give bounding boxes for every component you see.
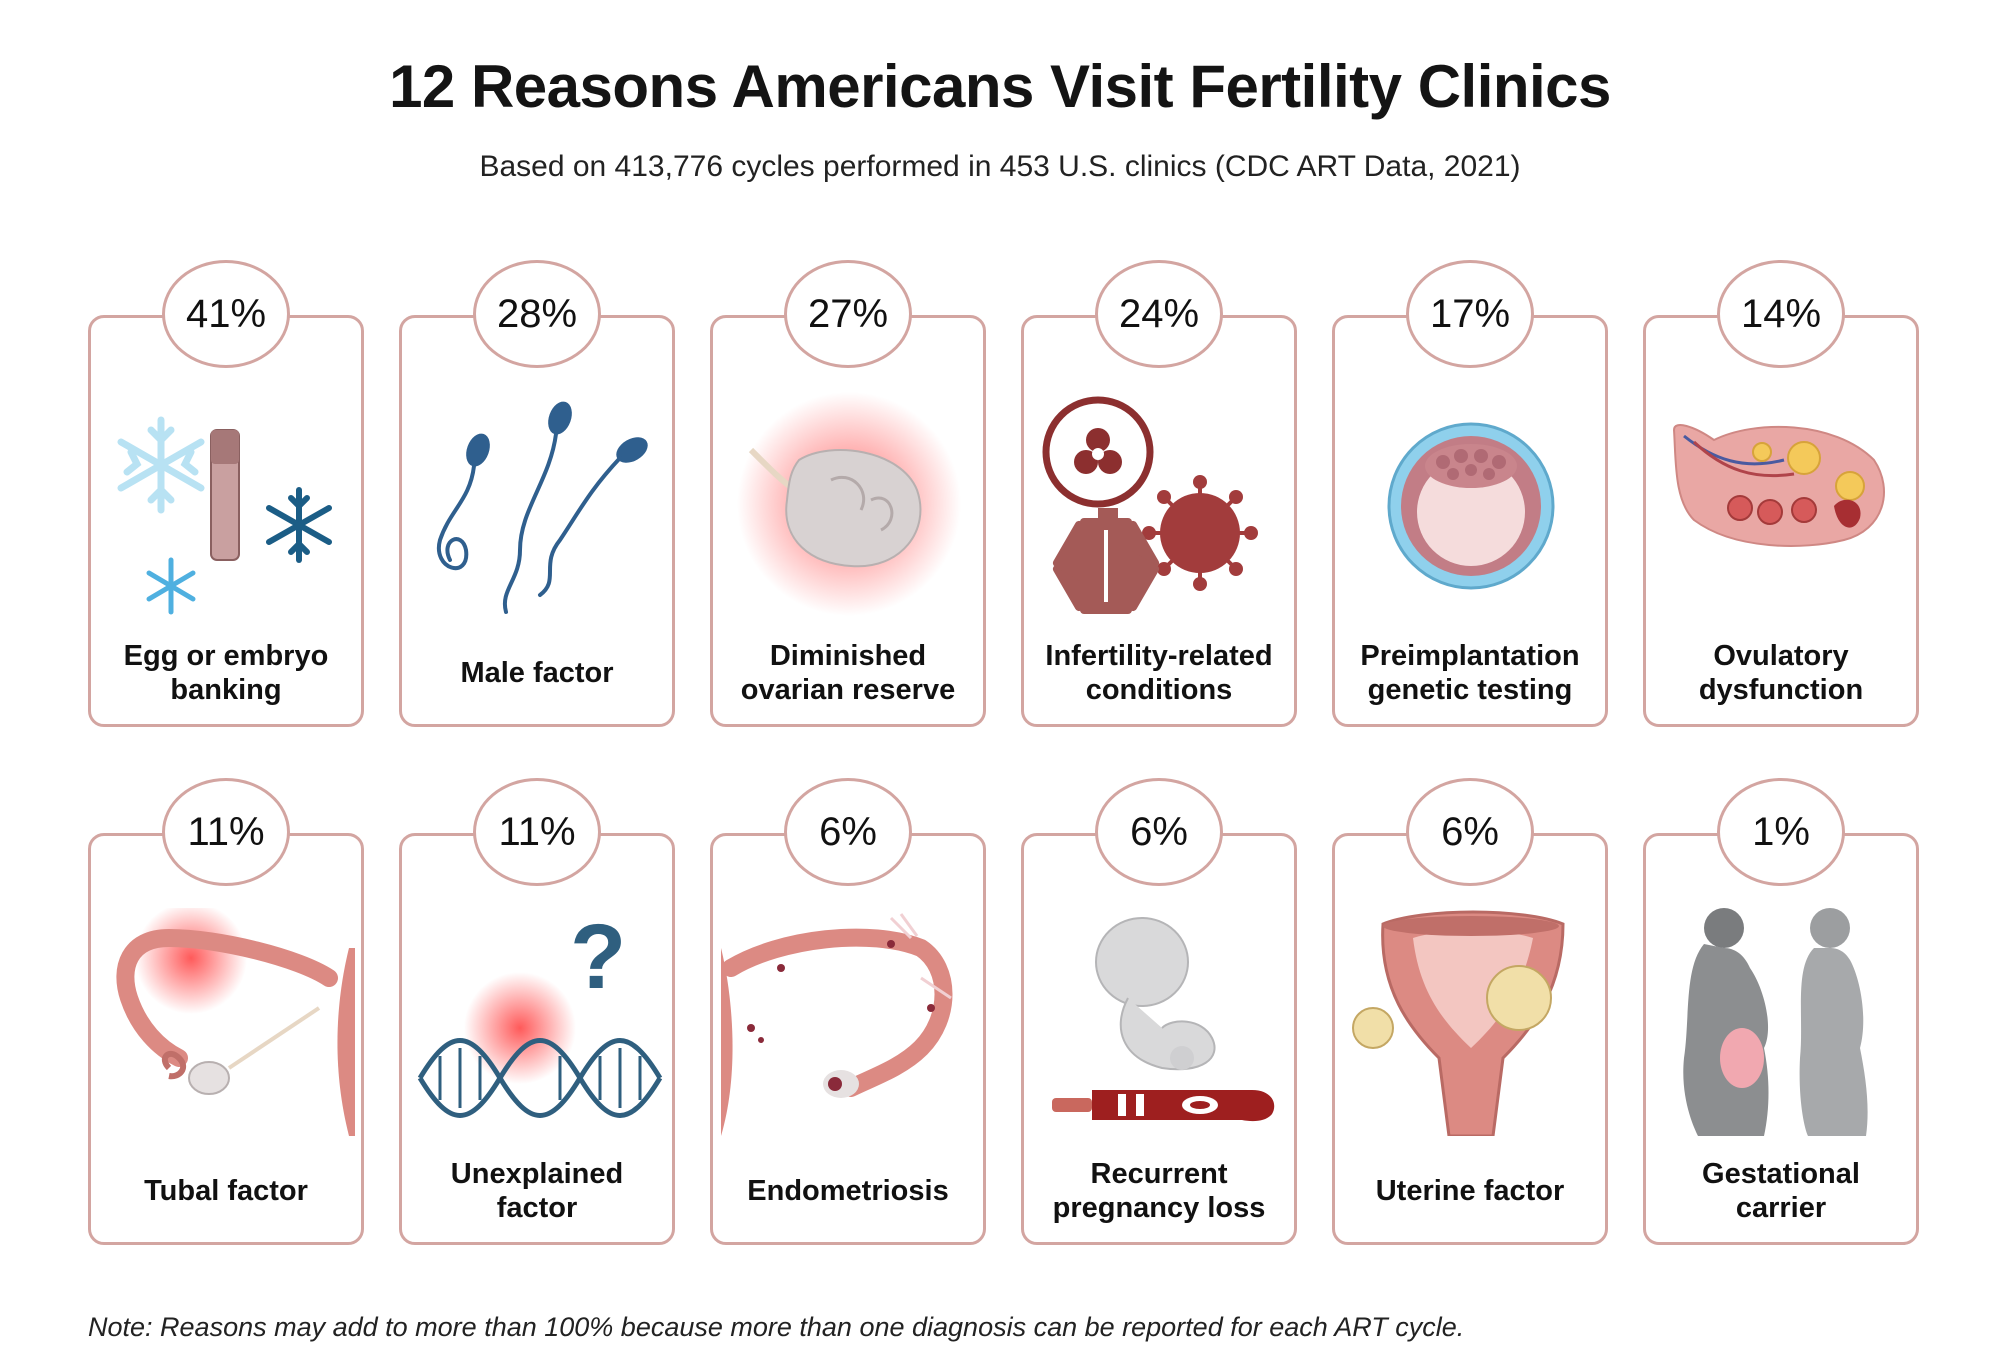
reason-label: Endometriosis [723, 1146, 973, 1236]
fallopian-tube-icon [116, 902, 355, 1136]
reason-label: Infertility-related conditions [1034, 628, 1284, 718]
percent-badge: 28% [473, 260, 601, 368]
reason-label-line: Preimplantation [1360, 640, 1580, 672]
blastocyst-icon [1387, 422, 1555, 590]
biohazard-virus-medical-icon [1042, 396, 1258, 614]
reason-label-line: Unexplained [450, 1158, 624, 1190]
illustration [99, 902, 355, 1136]
reason-label: Preimplantation genetic testing [1345, 628, 1595, 718]
reason-label: Tubal factor [101, 1146, 351, 1236]
uterus-icon [1352, 910, 1565, 1138]
reason-label: Unexplained factor [412, 1146, 662, 1236]
illustration [410, 390, 666, 618]
chart-title: 12 Reasons Americans Visit Fertility Cli… [389, 53, 1611, 120]
percent-badge: 11% [473, 778, 601, 886]
reason-label-line: dysfunction [1698, 674, 1864, 706]
percent-badge: 14% [1717, 260, 1845, 368]
percent-badge: 6% [784, 778, 912, 886]
fetus-test-icon [1052, 917, 1275, 1122]
illustration [1032, 390, 1288, 618]
reason-card: 27% Diminished ovarian reserve [710, 260, 986, 727]
chart-subtitle: Based on 413,776 cycles performed in 453… [479, 150, 1521, 183]
illustration [1343, 908, 1599, 1138]
percent-badge: 6% [1095, 778, 1223, 886]
sperm-icon [436, 401, 648, 614]
reason-label-line: banking [170, 674, 282, 706]
gestational-carrier-icon [1683, 908, 1868, 1136]
reason-label: Diminished ovarian reserve [723, 628, 973, 718]
illustration [721, 390, 977, 618]
reason-label: Gestational carrier [1656, 1146, 1906, 1236]
reason-label: Male factor [412, 628, 662, 718]
reason-card: 1% Gestational carrier [1643, 778, 1919, 1245]
percent-badge: 41% [162, 260, 290, 368]
reason-label-line: Uterine factor [1375, 1175, 1565, 1207]
percent-badge: 24% [1095, 260, 1223, 368]
reason-card: 11% ? Unexplained factor [399, 778, 675, 1245]
reason-label-line: conditions [1085, 674, 1233, 706]
percent-badge: 6% [1406, 778, 1534, 886]
ovary-follicles-icon [1672, 424, 1885, 547]
reason-label-line: Recurrent [1090, 1158, 1228, 1190]
percent-badge: 1% [1717, 778, 1845, 886]
dna-question-icon: ? [417, 906, 663, 1118]
reason-label-line: factor [496, 1192, 578, 1224]
percent-badge: 17% [1406, 260, 1534, 368]
illustration [721, 908, 977, 1136]
reason-card: 11% Tubal factor [88, 778, 364, 1245]
illustration [1654, 908, 1910, 1136]
illustration [99, 390, 355, 618]
endometriosis-icon [721, 913, 953, 1136]
reason-card: 6% Recurrent pregnancy loss [1021, 778, 1297, 1245]
reason-label-line: Egg or embryo [123, 640, 329, 672]
reason-label: Egg or embryo banking [101, 628, 351, 718]
reason-card: 6% Uterine factor [1332, 778, 1608, 1245]
reason-label-line: Endometriosis [747, 1175, 949, 1207]
reason-label-line: Gestational [1702, 1158, 1860, 1190]
reason-card: 17% Preimplantation genetic testing [1332, 260, 1608, 727]
illustration [1654, 390, 1910, 618]
reason-label-line: ovarian reserve [740, 674, 956, 706]
reason-label-line: genetic testing [1367, 674, 1573, 706]
reason-card: 6% Endometriosis [710, 778, 986, 1245]
illustration [1032, 908, 1288, 1136]
reason-label-line: Diminished [769, 640, 927, 672]
illustration: ? [410, 906, 666, 1136]
svg-text:?: ? [570, 908, 626, 1008]
reason-label-line: Infertility-related [1045, 640, 1273, 672]
reason-card: 24% Infertility-related conditions [1021, 260, 1297, 727]
percent-badge: 11% [162, 778, 290, 886]
reason-label-line: Tubal factor [144, 1175, 308, 1207]
percent-badge: 27% [784, 260, 912, 368]
reason-label: Recurrent pregnancy loss [1034, 1146, 1284, 1236]
egg-embryo-banking-icon [117, 416, 332, 615]
reason-label: Uterine factor [1345, 1146, 1595, 1236]
reason-card: 14% Ovulatory dysfunction [1643, 260, 1919, 727]
reason-card: 28% Male factor [399, 260, 675, 727]
reason-label-line: pregnancy loss [1052, 1192, 1266, 1224]
illustration [1343, 390, 1599, 618]
footnote: Note: Reasons may add to more than 100% … [88, 1312, 1465, 1342]
reason-label-line: Ovulatory [1713, 640, 1849, 672]
ovary-icon [737, 392, 961, 616]
reason-label-line: Male factor [460, 657, 614, 689]
reason-label-line: carrier [1735, 1192, 1827, 1224]
reason-label: Ovulatory dysfunction [1656, 628, 1906, 718]
reason-card: 41% Egg or embryo banking [88, 260, 364, 727]
